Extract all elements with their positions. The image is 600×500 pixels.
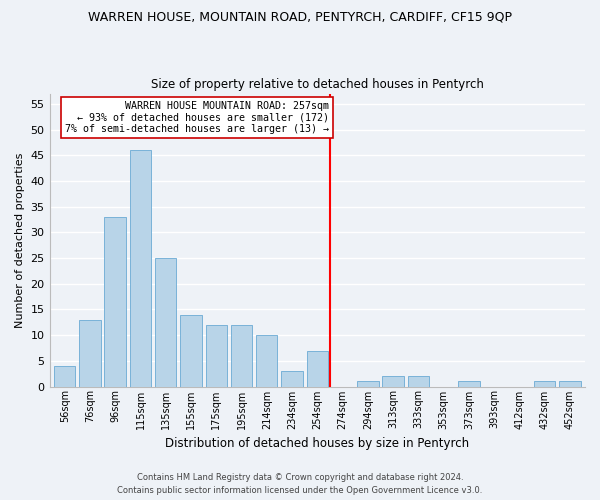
Bar <box>256 335 277 386</box>
Bar <box>559 382 581 386</box>
Bar <box>130 150 151 386</box>
Bar <box>281 371 303 386</box>
Bar <box>206 325 227 386</box>
Text: WARREN HOUSE, MOUNTAIN ROAD, PENTYRCH, CARDIFF, CF15 9QP: WARREN HOUSE, MOUNTAIN ROAD, PENTYRCH, C… <box>88 10 512 23</box>
Bar <box>357 382 379 386</box>
Bar <box>79 320 101 386</box>
Title: Size of property relative to detached houses in Pentyrch: Size of property relative to detached ho… <box>151 78 484 91</box>
Y-axis label: Number of detached properties: Number of detached properties <box>15 152 25 328</box>
Text: Contains HM Land Registry data © Crown copyright and database right 2024.
Contai: Contains HM Land Registry data © Crown c… <box>118 474 482 495</box>
Bar <box>104 217 126 386</box>
Bar <box>458 382 479 386</box>
Bar <box>534 382 556 386</box>
Bar <box>180 314 202 386</box>
Bar <box>382 376 404 386</box>
Bar <box>155 258 176 386</box>
Bar <box>407 376 429 386</box>
Bar <box>54 366 76 386</box>
Bar <box>231 325 252 386</box>
Bar <box>307 350 328 386</box>
X-axis label: Distribution of detached houses by size in Pentyrch: Distribution of detached houses by size … <box>165 437 469 450</box>
Text: WARREN HOUSE MOUNTAIN ROAD: 257sqm
← 93% of detached houses are smaller (172)
7%: WARREN HOUSE MOUNTAIN ROAD: 257sqm ← 93%… <box>65 102 329 134</box>
